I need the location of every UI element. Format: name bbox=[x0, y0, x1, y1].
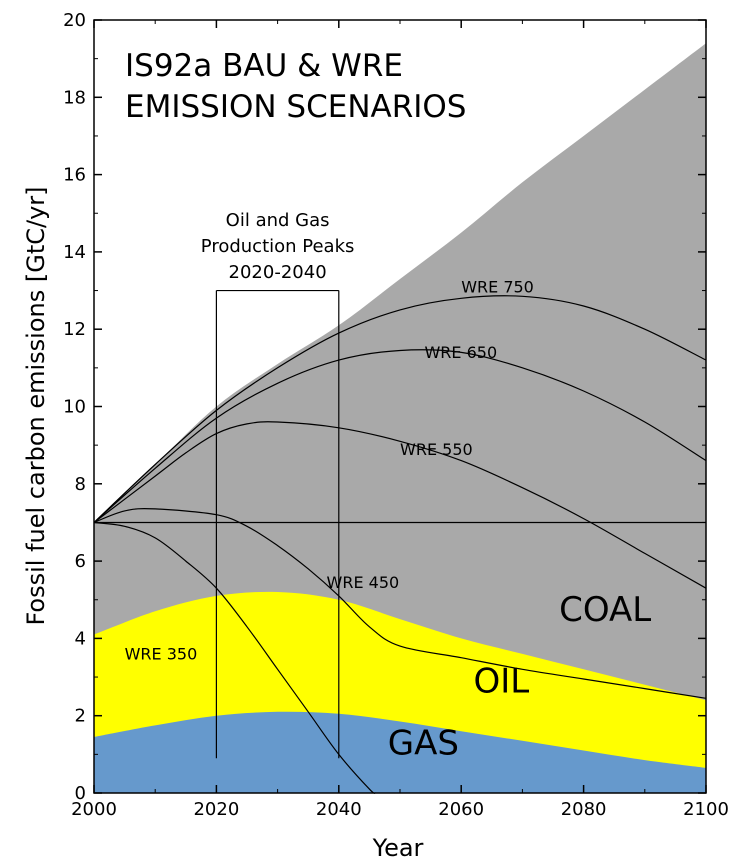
series-line-wre-750 bbox=[93, 295, 707, 523]
series-layer bbox=[93, 295, 707, 794]
series-line-wre-650 bbox=[93, 349, 707, 523]
curve-label-wre-550: WRE 550 bbox=[400, 440, 473, 459]
curve-label-wre-650: WRE 650 bbox=[424, 343, 497, 362]
y-tick-label: 6 bbox=[75, 551, 86, 572]
x-tick-label: 2040 bbox=[316, 799, 362, 820]
region-label-coal: COAL bbox=[559, 590, 651, 630]
x-axis-title: Year bbox=[372, 834, 424, 860]
series-line-wre-550 bbox=[93, 421, 707, 589]
region-label-gas: GAS bbox=[388, 723, 459, 763]
peak-label-line-2: Production Peaks bbox=[201, 236, 355, 257]
series-line-wre-350 bbox=[93, 521, 376, 794]
peak-label-line-3: 2020-2040 bbox=[229, 262, 327, 283]
region-label-oil: OIL bbox=[473, 662, 529, 702]
y-tick-label: 8 bbox=[75, 474, 86, 495]
y-tick-label: 20 bbox=[63, 10, 86, 31]
x-tick-label: 2000 bbox=[71, 799, 117, 820]
chart-text: IS92a BAU & WRE EMISSION SCENARIOS Year … bbox=[22, 48, 651, 860]
y-tick-label: 10 bbox=[63, 397, 86, 418]
curve-label-wre-350: WRE 350 bbox=[125, 645, 198, 664]
x-tick-label: 2100 bbox=[683, 799, 729, 820]
y-axis-title: Fossil fuel carbon emissions [GtC/yr] bbox=[22, 186, 50, 625]
x-tick-label: 2080 bbox=[561, 799, 607, 820]
chart-title-line-2: EMISSION SCENARIOS bbox=[125, 89, 466, 125]
y-tick-label: 2 bbox=[75, 706, 86, 727]
x-tick-label: 2020 bbox=[193, 799, 239, 820]
x-tick-label: 2060 bbox=[438, 799, 484, 820]
y-tick-label: 16 bbox=[63, 165, 86, 186]
y-tick-label: 0 bbox=[75, 783, 86, 804]
curve-label-wre-750: WRE 750 bbox=[461, 277, 534, 296]
peak-annotation: Oil and Gas Production Peaks 2020-2040 bbox=[201, 210, 355, 759]
chart-title-line-1: IS92a BAU & WRE bbox=[125, 48, 403, 84]
area-gas bbox=[94, 711, 706, 793]
y-tick-label: 12 bbox=[63, 319, 86, 340]
curve-label-wre-450: WRE 450 bbox=[327, 573, 400, 592]
y-tick-label: 18 bbox=[63, 87, 86, 108]
y-tick-label: 14 bbox=[63, 242, 86, 263]
y-tick-label: 4 bbox=[75, 628, 86, 649]
peak-label-line-1: Oil and Gas bbox=[226, 210, 330, 231]
areas-layer bbox=[94, 43, 706, 793]
axis-ticks: 2000 2020 2040 2060 2080 2100 0 2 4 6 8 10 12 14 16 18 2… bbox=[63, 10, 729, 820]
